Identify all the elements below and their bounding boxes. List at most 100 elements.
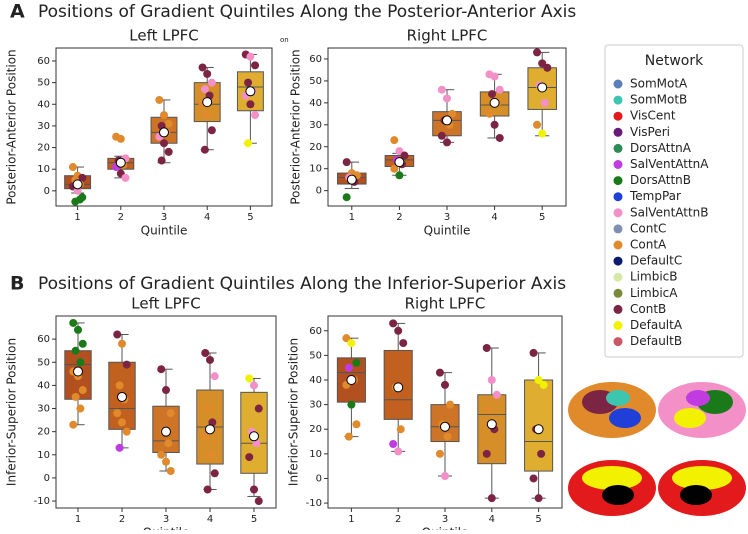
data-point <box>389 440 398 448</box>
data-point <box>254 497 263 506</box>
legend-marker <box>613 272 623 282</box>
data-point <box>490 72 499 81</box>
legend-marker <box>613 240 623 250</box>
y-tick-label: 10 <box>37 164 50 175</box>
data-point <box>157 156 166 165</box>
data-point <box>400 151 409 160</box>
data-point <box>201 349 210 358</box>
data-point <box>443 138 451 147</box>
y-tick-label: 30 <box>309 120 322 131</box>
data-point <box>495 85 504 94</box>
y-axis-label: Inferior-Superior Position <box>287 338 301 486</box>
legend-label: DefaultA <box>630 318 683 332</box>
data-point <box>164 439 173 448</box>
data-point <box>441 380 449 389</box>
data-point <box>529 348 538 357</box>
chart-title: Right LPFC <box>407 27 488 45</box>
data-point <box>71 346 80 355</box>
y-axis-label: Posterior-Anterior Position <box>289 49 303 204</box>
legend-marker <box>613 256 623 266</box>
data-point <box>448 109 457 118</box>
data-point <box>203 111 212 120</box>
y-tick-label: 40 <box>309 98 322 109</box>
x-tick-label: 1 <box>74 212 80 223</box>
data-point <box>344 432 353 441</box>
data-point <box>399 339 408 348</box>
data-point <box>390 164 399 173</box>
chart-title: Left LPFC <box>129 27 199 45</box>
legend-marker <box>613 208 623 218</box>
y-tick-label: 20 <box>37 427 50 438</box>
data-point <box>443 432 452 441</box>
data-point <box>482 449 491 458</box>
legend-marker <box>613 288 623 298</box>
data-point <box>74 325 82 334</box>
mean-marker <box>249 431 259 442</box>
data-point <box>203 69 212 78</box>
x-tick-label: 1 <box>349 212 355 223</box>
y-tick-label: 0 <box>316 473 322 484</box>
legend-label: SalVentAttnB <box>630 205 709 219</box>
legend-label: VisCent <box>630 109 676 123</box>
data-point <box>537 449 546 458</box>
data-point <box>113 409 122 418</box>
data-point <box>157 450 166 459</box>
y-tick-label: 0 <box>44 186 50 197</box>
legend-marker <box>613 304 623 314</box>
data-point <box>250 381 258 390</box>
legend-label: VisPeri <box>630 125 670 139</box>
data-point <box>534 494 543 503</box>
x-tick-label: 5 <box>247 212 253 223</box>
data-point <box>207 126 216 135</box>
data-point <box>200 85 209 94</box>
data-point <box>203 485 212 494</box>
mean-marker <box>486 419 497 430</box>
data-point <box>394 447 403 456</box>
mean-marker <box>117 391 127 402</box>
data-point <box>538 129 547 138</box>
x-tick-label: 2 <box>119 514 125 525</box>
data-point <box>76 404 85 413</box>
mean-marker <box>115 157 126 168</box>
data-point <box>115 443 124 452</box>
data-point <box>71 392 80 401</box>
data-point <box>113 330 122 339</box>
data-point <box>495 133 504 142</box>
data-point <box>246 100 255 109</box>
y-tick-label: 40 <box>309 375 322 386</box>
data-point <box>162 457 170 466</box>
y-tick-label: -10 <box>34 496 50 507</box>
panel-title: Positions of Gradient Quintiles Along th… <box>38 274 566 294</box>
x-tick-label: 2 <box>396 212 402 223</box>
data-point <box>485 405 494 414</box>
data-point <box>116 134 125 143</box>
stray-text: on <box>280 36 289 44</box>
data-point <box>534 376 543 384</box>
y-axis-label: Posterior-Anterior Position <box>5 49 19 204</box>
x-tick-label: 1 <box>75 514 81 525</box>
legend-marker <box>613 79 623 89</box>
legend-marker <box>613 176 623 186</box>
y-tick-label: 60 <box>309 54 322 65</box>
y-tick-label: 60 <box>37 56 50 67</box>
mean-marker <box>346 174 357 185</box>
data-point <box>69 420 78 429</box>
data-point <box>352 420 361 429</box>
y-tick-label: 50 <box>309 350 322 361</box>
x-tick-label: 4 <box>207 514 213 525</box>
data-point <box>244 139 253 148</box>
y-tick-label: 40 <box>37 99 50 110</box>
y-tick-label: 10 <box>37 450 50 461</box>
data-point <box>200 145 209 154</box>
mean-marker <box>245 86 256 97</box>
data-point <box>166 466 175 475</box>
data-point <box>164 147 173 156</box>
legend-box <box>604 44 744 358</box>
x-axis-label: Quintile <box>141 224 188 238</box>
y-tick-label: 50 <box>309 76 322 87</box>
legend-marker <box>613 143 623 153</box>
data-point <box>210 372 219 381</box>
panel-letter: B <box>10 273 24 295</box>
data-point <box>488 90 497 99</box>
